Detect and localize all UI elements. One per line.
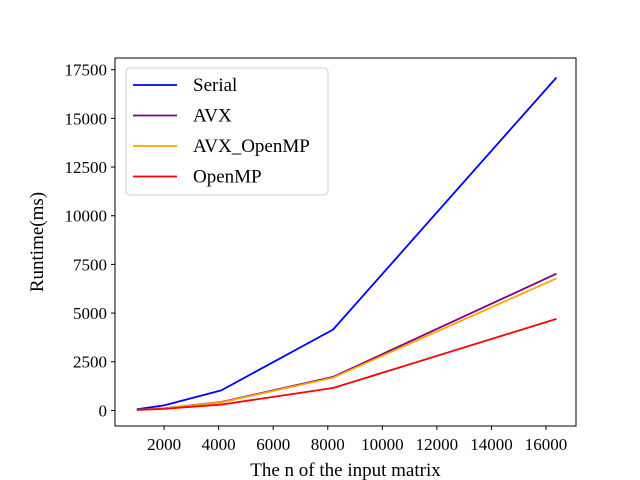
- series-line-openmp: [136, 318, 557, 411]
- y-tick-label: 2500: [73, 353, 107, 372]
- y-axis: 0 2500 5000 7500 10000 12500 15000 17500: [65, 61, 115, 420]
- y-tick-label: 17500: [65, 61, 108, 80]
- x-tick-label: 2000: [147, 435, 181, 454]
- series-line-serial: [136, 76, 558, 411]
- y-tick-label: 5000: [73, 304, 107, 323]
- legend-label-serial: Serial: [193, 75, 237, 96]
- y-tick-label: 12500: [65, 158, 108, 177]
- x-axis: 2000 4000 6000 8000 10000 12000 14000 16000: [147, 426, 567, 454]
- x-tick-label: 4000: [202, 435, 236, 454]
- x-tick-label: 14000: [470, 435, 513, 454]
- x-tick-label: 12000: [416, 435, 459, 454]
- y-axis-title: Runtime(ms): [27, 192, 48, 292]
- legend-label-openmp: OpenMP: [193, 167, 262, 188]
- y-tick-label: 7500: [73, 255, 107, 274]
- legend-label-avx-openmp: AVX_OpenMP: [193, 136, 310, 157]
- plot-frame: [114, 57, 577, 427]
- y-tick-label: 10000: [65, 207, 108, 226]
- series-layer: [136, 76, 558, 411]
- legend-frame: [125, 67, 329, 196]
- x-tick-label: 6000: [256, 435, 290, 454]
- legend: Serial AVX AVX_OpenMP OpenMP: [125, 67, 329, 196]
- x-axis-title: The n of the input matrix: [250, 460, 441, 480]
- y-tick-label: 15000: [65, 109, 108, 128]
- x-tick-label: 10000: [361, 435, 404, 454]
- y-tick-label: 0: [99, 401, 108, 420]
- x-tick-label: 8000: [311, 435, 345, 454]
- x-tick-label: 16000: [525, 435, 568, 454]
- legend-label-avx: AVX: [193, 106, 232, 127]
